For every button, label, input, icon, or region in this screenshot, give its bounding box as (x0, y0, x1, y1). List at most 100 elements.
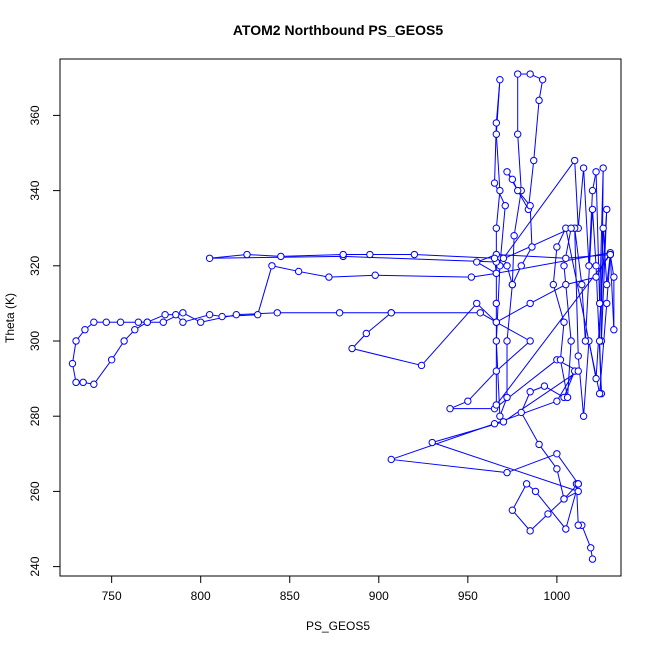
data-point (490, 420, 499, 428)
data-point (599, 164, 607, 172)
data-point (232, 310, 241, 319)
series-segment (494, 359, 558, 410)
data-point (131, 326, 139, 334)
data-point (517, 262, 525, 270)
data-point (90, 380, 98, 388)
data-point (205, 310, 214, 319)
data-point (464, 397, 472, 405)
series-segment (200, 314, 237, 323)
data-point (362, 329, 371, 338)
series-segment (606, 254, 611, 304)
data-point (116, 318, 125, 326)
series-segment (511, 483, 528, 511)
y-tick-label: 280 (28, 406, 42, 426)
data-point (273, 309, 281, 317)
series-segment (581, 525, 592, 548)
series-segment (375, 274, 472, 278)
y-tick-label: 320 (28, 255, 42, 275)
data-point (588, 205, 597, 214)
data-point (553, 450, 561, 458)
series-segment (563, 265, 572, 342)
x-tick-label: 800 (191, 589, 211, 603)
data-point (526, 299, 534, 308)
data-point (553, 465, 561, 473)
data-point (588, 555, 597, 563)
data-point (549, 280, 558, 289)
data-point (599, 224, 607, 232)
data-point (387, 309, 395, 317)
chart-title: ATOM2 Northbound PS_GEOS5 (233, 22, 443, 38)
series-segment (511, 235, 515, 285)
data-point (562, 525, 570, 533)
series-segment (529, 205, 533, 248)
data-point (585, 262, 593, 270)
data-point (492, 318, 501, 326)
data-point (492, 119, 501, 127)
series-segment (565, 228, 601, 394)
series-segment (71, 340, 77, 364)
data-point (492, 269, 501, 278)
series-segment (535, 491, 567, 530)
y-tick-label: 340 (28, 180, 42, 200)
data-point (81, 326, 89, 334)
series-segment (544, 385, 565, 398)
series-segment (529, 513, 549, 532)
data-point (348, 344, 356, 353)
data-point (610, 326, 618, 334)
data-point (574, 487, 582, 496)
x-tick-label: 850 (280, 589, 300, 603)
data-point (514, 186, 522, 195)
data-point (579, 164, 588, 172)
series-segment (520, 412, 540, 445)
data-point (205, 254, 214, 262)
data-point (592, 262, 600, 270)
data-point (526, 201, 534, 210)
data-point (496, 412, 504, 420)
data-point (134, 318, 143, 326)
data-point (531, 487, 540, 496)
data-point (492, 367, 501, 375)
data-point (79, 378, 87, 387)
series-segment (503, 370, 579, 423)
data-point (107, 356, 116, 364)
data-point (540, 382, 549, 390)
series-segment (366, 312, 392, 334)
data-point (428, 438, 436, 447)
series-segment (609, 254, 615, 330)
data-point (535, 96, 543, 105)
series-segment (533, 100, 540, 161)
data-point (587, 544, 595, 552)
data-point (526, 70, 534, 78)
series-segment (280, 254, 344, 257)
series-segment (93, 359, 113, 385)
data-point (606, 250, 615, 259)
data-point (510, 232, 518, 240)
data-point (508, 280, 517, 289)
data-point (339, 250, 347, 259)
data-point (574, 367, 582, 375)
series-segment (511, 509, 531, 532)
data-point (567, 337, 575, 345)
data-point (592, 168, 600, 176)
data-point (90, 318, 98, 326)
data-point (387, 455, 395, 464)
data-point (492, 130, 501, 138)
y-axis-label: Theta (K) (3, 293, 17, 343)
data-point (574, 352, 582, 360)
data-point (508, 175, 517, 184)
series-segment (577, 355, 585, 417)
x-axis-label: PS_GEOS5 (306, 619, 370, 633)
plot-frame (59, 58, 622, 577)
data-point (567, 224, 575, 232)
series-segment (588, 190, 594, 266)
data-point (253, 310, 262, 319)
data-point (503, 168, 511, 176)
data-point (508, 506, 517, 514)
series-segment (599, 303, 608, 394)
data-point (553, 397, 561, 405)
data-point (499, 254, 508, 262)
series-segment (517, 134, 522, 191)
data-point (588, 186, 597, 195)
data-point (492, 401, 501, 409)
